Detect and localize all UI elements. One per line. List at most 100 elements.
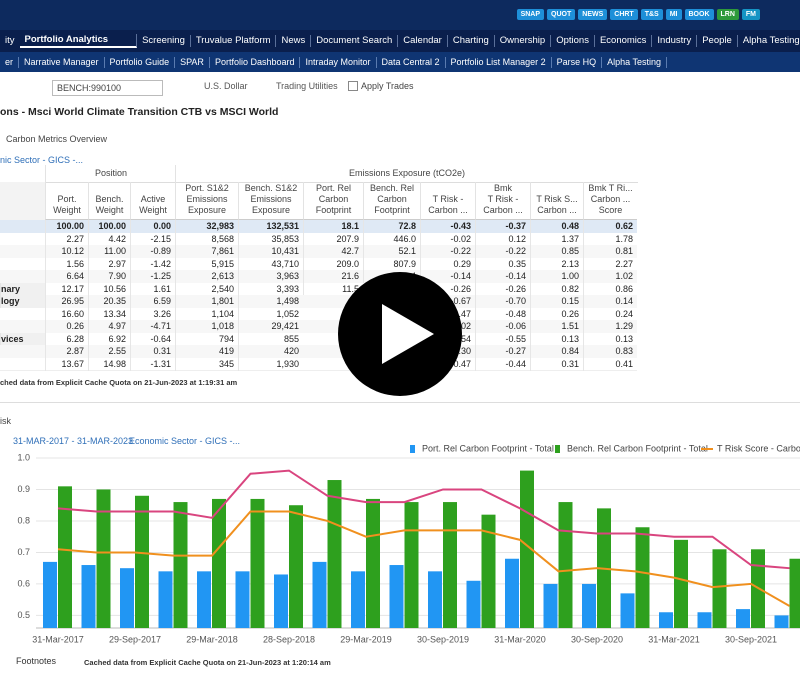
tab[interactable]: People bbox=[697, 35, 738, 47]
table-cell: -0.70 bbox=[475, 295, 530, 308]
tab-bar: ity Portfolio Analytics Screening Truvalue … bbox=[0, 30, 800, 52]
bar bbox=[712, 549, 727, 628]
table-cell: 10,431 bbox=[238, 245, 303, 258]
sub-tab[interactable]: Portfolio Guide bbox=[105, 56, 176, 68]
table-cell: 2.27 bbox=[45, 232, 88, 246]
y-tick-label: 0.6 bbox=[17, 578, 30, 588]
table-cell: -0.22 bbox=[475, 245, 530, 258]
column-header[interactable]: Bench. Rel Carbon Footprint bbox=[363, 182, 420, 220]
table-cell: -2.15 bbox=[130, 232, 175, 246]
toolbar-button[interactable]: LRN bbox=[716, 8, 739, 20]
table-cell: 1.61 bbox=[130, 282, 175, 296]
column-header[interactable]: T Risk S... Carbon ... bbox=[530, 182, 583, 220]
toolbar-button[interactable]: NEWS bbox=[578, 8, 608, 20]
tab[interactable]: Economics bbox=[595, 35, 653, 47]
table-cell: -0.43 bbox=[420, 220, 475, 233]
bar bbox=[235, 571, 250, 628]
table-cell: 10.56 bbox=[88, 282, 130, 296]
tab[interactable]: Ownership bbox=[495, 35, 552, 47]
play-button[interactable] bbox=[338, 272, 462, 396]
toolbar-button[interactable]: T&S bbox=[640, 8, 663, 20]
table-cell: -0.44 bbox=[475, 357, 530, 371]
tab[interactable]: Portfolio Analytics bbox=[19, 34, 138, 48]
x-tick-label: 29-Mar-2018 bbox=[186, 634, 238, 644]
column-header[interactable]: Active Weight bbox=[130, 182, 175, 220]
panel-grouping[interactable]: Economic Sector - GICS -... bbox=[129, 436, 241, 446]
table-cell: 32,983 bbox=[175, 220, 238, 233]
tab[interactable]: Document Search bbox=[311, 35, 399, 47]
table-cell: 1.78 bbox=[583, 232, 637, 246]
utilities-select[interactable]: Trading Utilities bbox=[276, 81, 338, 91]
table-cell: 20.35 bbox=[88, 295, 130, 308]
table-cell: 209.0 bbox=[303, 257, 363, 271]
grouping-link[interactable]: nic Sector - GICS -... bbox=[0, 155, 84, 165]
x-tick-label: 29-Sep-2017 bbox=[109, 634, 161, 644]
sub-tab[interactable]: SPAR bbox=[175, 56, 210, 68]
table-cell: 345 bbox=[175, 357, 238, 371]
table-cell: 1.02 bbox=[583, 270, 637, 283]
toolbar-button[interactable]: BOOK bbox=[684, 8, 714, 20]
group-header: Position bbox=[45, 165, 176, 183]
legend-label: Bench. Rel Carbon Footprint - Total bbox=[567, 443, 708, 453]
sub-tab[interactable]: Portfolio List Manager 2 bbox=[446, 56, 552, 68]
table-cell: 0.29 bbox=[420, 257, 475, 271]
table-cell: 419 bbox=[175, 345, 238, 358]
tab[interactable]: Charting bbox=[448, 35, 495, 47]
table-cell: 807.9 bbox=[363, 257, 420, 271]
bar bbox=[173, 502, 188, 628]
table-cell: 3.26 bbox=[130, 307, 175, 321]
divider bbox=[0, 402, 800, 403]
toolbar-button[interactable]: SNAP bbox=[516, 8, 545, 20]
footnotes[interactable]: Footnotes bbox=[16, 656, 57, 666]
bar bbox=[466, 580, 481, 628]
table-cell: 0.26 bbox=[45, 320, 88, 333]
tab[interactable]: Truvalue Platform bbox=[191, 35, 277, 47]
checkbox[interactable] bbox=[348, 81, 358, 91]
column-header[interactable]: Bench. Weight bbox=[88, 182, 130, 220]
tab[interactable]: News bbox=[276, 35, 312, 47]
currency-select[interactable]: U.S. Dollar bbox=[204, 81, 248, 91]
table-cell: 207.9 bbox=[303, 232, 363, 246]
sub-tab[interactable]: Narrative Manager bbox=[19, 56, 105, 68]
toolbar-button[interactable]: QUOT bbox=[547, 8, 576, 20]
tab[interactable]: Industry bbox=[652, 35, 698, 47]
column-header[interactable]: Port. Rel Carbon Footprint bbox=[303, 182, 363, 220]
tab[interactable]: Calendar bbox=[398, 35, 448, 47]
table-cell: -0.27 bbox=[475, 345, 530, 358]
data-table: Position Emissions Exposure (tCO2e) Port. … bbox=[0, 165, 640, 371]
table-cell: -0.48 bbox=[475, 307, 530, 321]
table-cell: 43,710 bbox=[238, 257, 303, 271]
bar bbox=[582, 583, 596, 628]
sub-tab[interactable]: Data Central 2 bbox=[377, 56, 446, 68]
column-header[interactable]: Bmk T Ri... Carbon ... Score bbox=[583, 182, 637, 220]
bar bbox=[774, 615, 789, 628]
bar bbox=[558, 502, 573, 628]
date-range[interactable]: 31-MAR-2017 - 31-MAR-2023 bbox=[13, 436, 134, 446]
sub-tab[interactable]: er bbox=[0, 56, 20, 68]
column-header[interactable]: Bench. S1&2 Emissions Exposure bbox=[238, 182, 303, 220]
tab[interactable]: Options bbox=[551, 35, 595, 47]
tab[interactable]: ity bbox=[5, 35, 15, 46]
toolbar-button[interactable]: CHRT bbox=[610, 8, 638, 20]
tab[interactable]: Screening bbox=[137, 35, 191, 47]
sub-tab[interactable]: Alpha Testing bbox=[602, 56, 667, 68]
row-label: logy bbox=[0, 295, 45, 308]
tab[interactable]: Alpha Testing 4 bbox=[738, 35, 800, 47]
sub-tab[interactable]: Portfolio Dashboard bbox=[210, 56, 301, 68]
toolbar-button[interactable]: MI bbox=[665, 8, 682, 20]
table-cell: 446.0 bbox=[363, 232, 420, 246]
column-header[interactable]: Bmk T Risk - Carbon ... bbox=[475, 182, 530, 220]
sub-tab[interactable]: Parse HQ bbox=[552, 56, 603, 68]
column-header[interactable]: T Risk - Carbon ... bbox=[420, 182, 475, 220]
column-header[interactable]: Port. S1&2 Emissions Exposure bbox=[175, 182, 238, 220]
bench-input[interactable]: BENCH:990100 bbox=[52, 80, 163, 96]
bar bbox=[250, 498, 265, 628]
legend-label: Port. Rel Carbon Footprint - Total bbox=[422, 443, 554, 453]
bar bbox=[543, 583, 558, 628]
column-header[interactable]: Port. Weight bbox=[45, 182, 88, 220]
top-bar: SNAP QUOT NEWS CHRT T&S MI BOOK LRN FM bbox=[0, 0, 800, 30]
toolbar-button[interactable]: FM bbox=[741, 8, 760, 20]
sub-tab[interactable]: Intraday Monitor bbox=[300, 56, 377, 68]
table-cell: 14.98 bbox=[88, 357, 130, 371]
table-cell: -4.71 bbox=[130, 320, 175, 333]
